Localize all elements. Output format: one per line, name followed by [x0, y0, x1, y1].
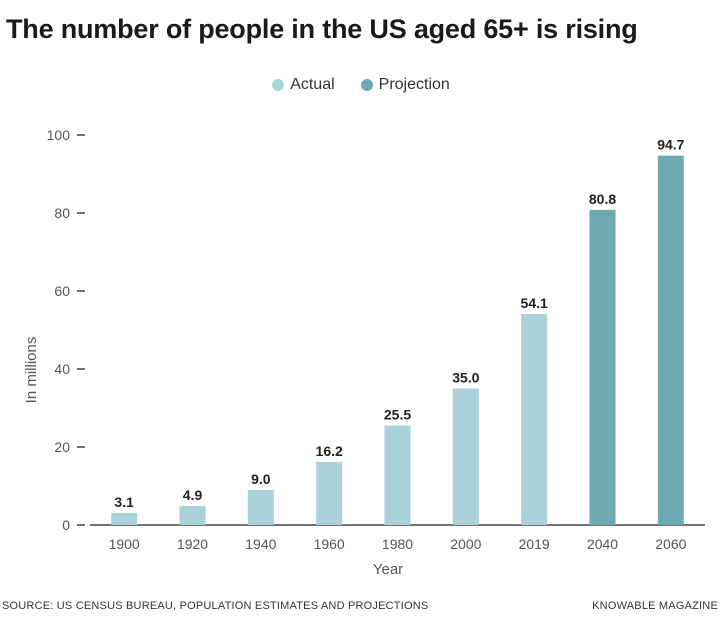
legend-label-projection: Projection — [378, 76, 450, 93]
y-tick-label: 0 — [62, 517, 70, 533]
bar-2019 — [521, 314, 548, 525]
legend-swatch-projection — [360, 79, 373, 91]
data-label-2040: 80.8 — [589, 191, 616, 207]
bar-chart: 0204060801003.119004.919209.0194016.2196… — [23, 127, 705, 578]
y-tick-label: 40 — [54, 361, 70, 377]
bar-2000 — [452, 388, 479, 525]
data-label-1940: 9.0 — [251, 471, 271, 487]
data-label-2019: 54.1 — [521, 295, 548, 311]
data-label-1980: 25.5 — [384, 407, 411, 423]
legend-label-actual: Actual — [290, 76, 335, 93]
x-tick-label-1940: 1940 — [245, 536, 276, 552]
y-tick-label: 100 — [47, 127, 71, 143]
data-label-2060: 94.7 — [657, 137, 684, 153]
data-label-2000: 35.0 — [452, 370, 479, 386]
x-tick-label-2019: 2019 — [519, 536, 550, 552]
x-tick-label-1920: 1920 — [177, 536, 208, 552]
x-tick-label-1900: 1900 — [109, 536, 140, 552]
bar-1920 — [179, 505, 206, 525]
legend-item-actual: Actual — [272, 76, 335, 94]
bar-1960 — [316, 461, 343, 525]
y-tick-label: 60 — [54, 283, 70, 299]
bar-1980 — [384, 425, 411, 525]
x-tick-label-2040: 2040 — [587, 536, 618, 552]
bar-1940 — [247, 489, 274, 525]
y-tick-label: 20 — [54, 439, 70, 455]
source-note: SOURCE: US CENSUS BUREAU, POPULATION EST… — [2, 600, 429, 612]
x-tick-label-2060: 2060 — [655, 536, 686, 552]
data-label-1960: 16.2 — [316, 443, 343, 459]
legend-item-projection: Projection — [360, 76, 450, 94]
chart-title: The number of people in the US aged 65+ … — [6, 14, 638, 44]
bar-2060 — [657, 155, 684, 526]
legend-swatch-actual — [272, 79, 285, 91]
data-label-1900: 3.1 — [114, 494, 134, 510]
y-tick-label: 80 — [54, 205, 70, 221]
publisher-credit: KNOWABLE MAGAZINE — [592, 600, 718, 612]
data-label-1920: 4.9 — [183, 487, 203, 503]
bar-1900 — [111, 512, 138, 525]
x-tick-label-2000: 2000 — [450, 536, 481, 552]
bar-2040 — [589, 209, 616, 525]
y-axis-title: In millions — [23, 337, 40, 404]
x-tick-label-1960: 1960 — [314, 536, 345, 552]
chart-legend: Actual Projection — [0, 76, 722, 94]
x-tick-label-1980: 1980 — [382, 536, 413, 552]
x-axis-title: Year — [373, 561, 403, 578]
